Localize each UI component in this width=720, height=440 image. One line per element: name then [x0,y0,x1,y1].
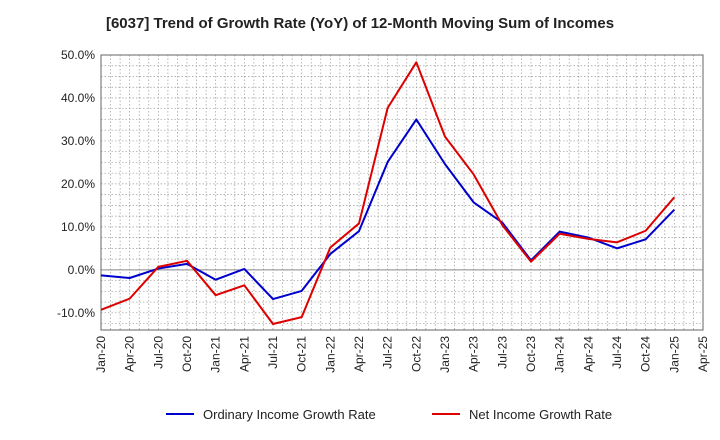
x-tick-label: Jan-24 [553,336,567,373]
series-layer [100,61,676,325]
legend-item-ordinary: Ordinary Income Growth Rate [166,404,376,424]
y-tick-label: 20.0% [61,177,95,191]
x-tick-label: Oct-21 [295,336,309,372]
x-tick-label: Jan-25 [667,336,681,373]
x-tick-label: Jul-24 [610,336,624,369]
x-tick-label: Jul-22 [381,336,395,369]
x-tick-label: Oct-20 [180,336,194,372]
x-tick-label: Jan-22 [323,336,337,373]
x-tick-label: Apr-22 [352,336,366,372]
x-tick-label: Oct-23 [524,336,538,372]
x-tick-label: Apr-21 [237,336,251,372]
y-tick-label: -10.0% [57,306,95,320]
y-tick-label: 50.0% [61,48,95,62]
x-tick-label: Jul-23 [495,336,509,369]
y-tick-label: 10.0% [61,220,95,234]
x-tick-label: Jul-20 [151,336,165,369]
y-tick-label: 0.0% [68,263,96,277]
x-tick-label: Jan-20 [94,336,108,373]
legend-item-net: Net Income Growth Rate [432,404,612,424]
y-axis-ticks: 50.0% 40.0% 30.0% 20.0% 10.0% 0.0% -10.0% [57,48,95,320]
x-tick-label: Apr-25 [696,336,710,372]
legend-swatch-net [432,413,460,415]
x-axis-ticks: Jan-20 Apr-20 Jul-20 Oct-20 Jan-21 Apr-21 Jul-… [94,336,710,373]
plot-area [101,55,703,330]
x-tick-label: Jul-21 [266,336,280,369]
x-tick-label: Oct-24 [639,336,653,372]
x-tick-label: Oct-22 [409,336,423,372]
legend-swatch-ordinary [166,413,194,415]
x-tick-label: Apr-20 [123,336,137,372]
x-tick-label: Jan-21 [209,336,223,373]
legend-label-net: Net Income Growth Rate [469,406,613,422]
chart-title: [6037] Trend of Growth Rate (YoY) of 12-… [105,15,615,32]
x-tick-label: Jan-23 [438,336,452,373]
y-tick-label: 30.0% [61,134,95,148]
y-tick-label: 40.0% [61,91,95,105]
x-tick-label: Apr-24 [581,336,595,372]
x-tick-label: Apr-23 [467,336,481,372]
legend-label-ordinary: Ordinary Income Growth Rate [203,406,376,422]
plot-border [100,54,704,331]
